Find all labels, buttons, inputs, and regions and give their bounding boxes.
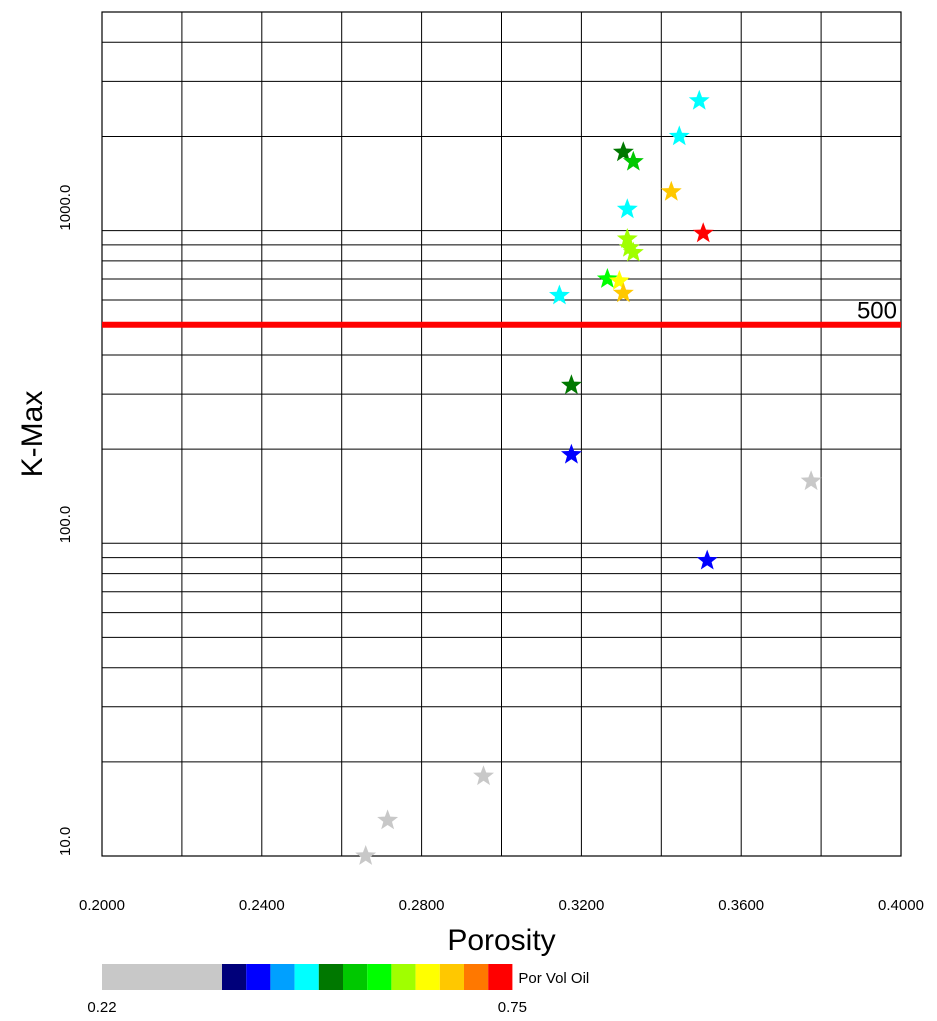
plot-grid	[102, 12, 901, 856]
color-scale-bar	[102, 964, 513, 990]
x-tick-labels: 0.2000 0.2400 0.2800 0.3200 0.3600 0.4000	[79, 897, 924, 914]
data-point-star	[800, 470, 822, 491]
color-scale-swatch	[391, 964, 416, 990]
x-tick-label: 0.2000	[79, 897, 125, 914]
data-point-star	[608, 270, 630, 290]
y-tick-label: 1000.0	[57, 185, 74, 231]
data-point-star	[612, 282, 634, 303]
color-scale-swatch	[343, 964, 368, 990]
y-tick-label: 100.0	[57, 506, 74, 544]
color-scale-swatch	[222, 964, 247, 990]
color-scale-min: 0.22	[87, 999, 116, 1016]
color-scale-swatch	[294, 964, 319, 990]
plot-frame	[101, 11, 902, 857]
x-axis-title: Porosity	[447, 924, 555, 957]
y-tick-label: 10.0	[57, 827, 74, 856]
x-tick-label: 0.3600	[718, 897, 764, 914]
data-point-star	[612, 141, 634, 162]
data-point-star	[660, 180, 682, 201]
color-scale-swatch	[367, 964, 392, 990]
color-scale-swatch	[246, 964, 271, 990]
x-tick-label: 0.4000	[878, 897, 924, 914]
x-tick-label: 0.2800	[399, 897, 445, 914]
data-point-star	[616, 198, 638, 219]
color-scale-swatch	[415, 964, 440, 990]
reference-line-label: 500	[857, 298, 897, 325]
data-point-star	[668, 125, 690, 146]
color-scale-max: 0.75	[498, 999, 527, 1016]
y-tick-labels: 10.0 100.0 1000.0	[57, 185, 74, 856]
data-point-star	[473, 765, 494, 786]
data-point-star	[616, 228, 638, 248]
color-scale-label: Por Vol Oil	[518, 970, 589, 987]
data-point-star	[618, 236, 640, 257]
y-axis-title: K-Max	[16, 391, 49, 478]
data-point-star	[377, 809, 399, 830]
color-scale-swatch	[318, 964, 343, 990]
color-scale-swatch	[464, 964, 489, 990]
color-scale-swatch	[488, 964, 513, 990]
data-point-star	[596, 268, 618, 288]
data-point-star	[688, 89, 710, 110]
data-point-star	[561, 374, 582, 395]
data-point-star	[622, 241, 644, 262]
x-tick-label: 0.2400	[239, 897, 285, 914]
x-tick-label: 0.3200	[558, 897, 604, 914]
data-points	[355, 89, 822, 865]
data-point-star	[692, 222, 714, 243]
color-scale-swatch	[439, 964, 464, 990]
data-point-star	[561, 443, 582, 464]
data-point-star	[549, 284, 570, 305]
color-scale-swatch	[270, 964, 295, 990]
data-point-star	[696, 549, 718, 570]
data-point-star	[622, 150, 644, 171]
data-point-star	[355, 845, 377, 865]
color-scale-swatch	[102, 964, 222, 990]
